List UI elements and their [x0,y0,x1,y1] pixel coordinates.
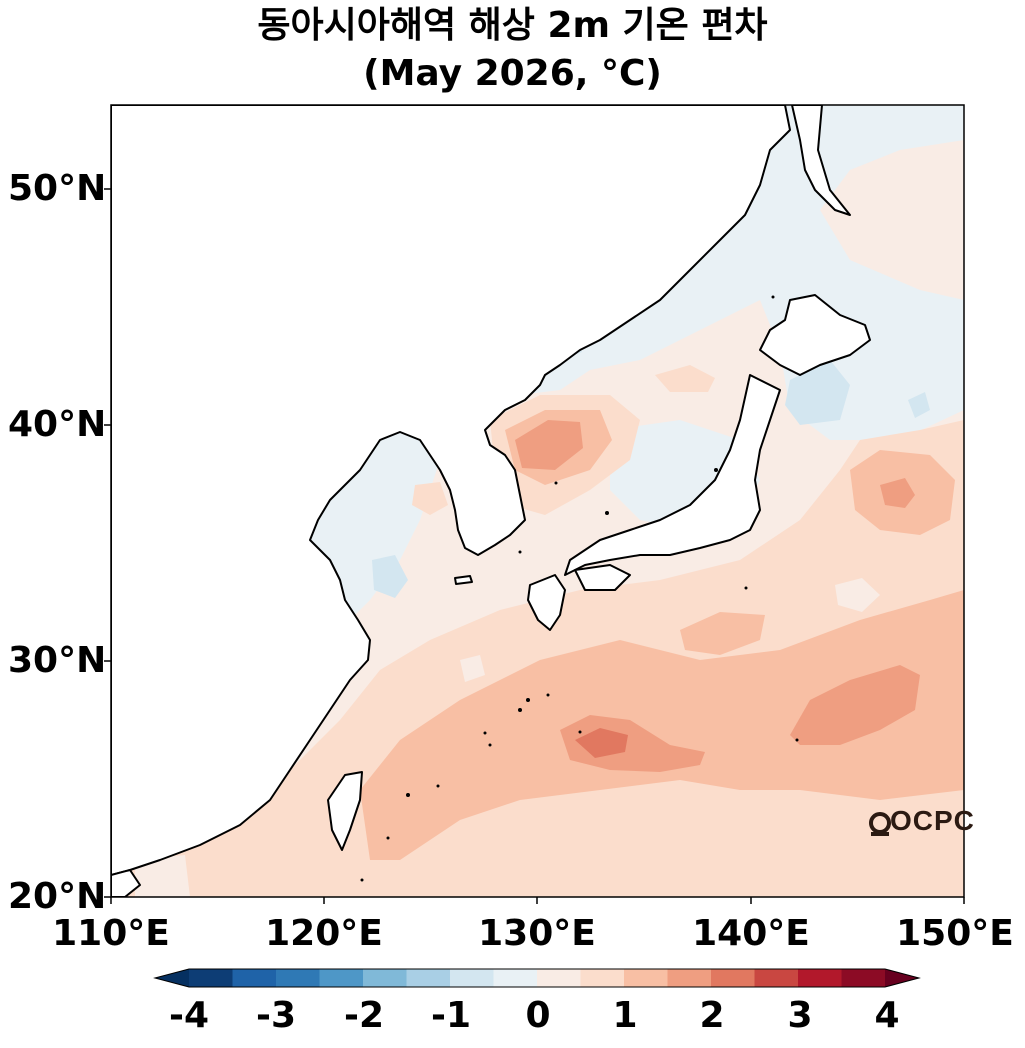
land [111,105,871,897]
colorbar-segment [537,969,581,987]
map-title: 동아시아해역 해상 2m 기온 편차 [257,5,768,46]
colorbar-segment [232,969,277,987]
field-warm-korea-3 [515,420,583,470]
colorbar-extend-low [155,969,189,987]
colorbar-segment [580,969,625,987]
field-cool-spot-3 [372,555,408,598]
lon-label-140: 140°E [692,913,810,954]
colorbar-tick-label: 1 [612,995,638,1036]
colorbar-segment [450,969,494,987]
colorbar-segment [841,969,886,987]
colorbar-outline [153,968,921,988]
lat-label-40: 40°N [8,404,107,445]
land-hokkaido [759,294,871,376]
land-shikoku [574,564,631,591]
lat-label-50: 50°N [8,168,107,209]
colorbar-segment [711,969,755,987]
colorbar [153,968,921,988]
colorbar-segment [276,969,320,987]
land-jeju [454,575,473,585]
lon-label-110: 110°E [52,913,170,954]
colorbar-segment [754,969,799,987]
colorbar-tick-label: -4 [169,995,209,1036]
lat-label-20: 20°N [8,876,107,917]
colorbar-segment [798,969,842,987]
colorbar-segment [667,969,712,987]
land-taiwan [327,771,363,851]
field-cool-north [280,105,964,630]
lon-label-120: 120°E [265,913,383,954]
colorbar-extend-high [885,969,919,987]
colorbar-tick-label: 2 [699,995,725,1036]
field-warm-spot-yellow-sea [412,482,448,515]
land-south-coast [111,869,141,897]
lat-label-30: 30°N [8,640,107,681]
colorbar-segment [624,969,668,987]
land-honshu [564,374,781,576]
colorbar-segment [493,969,538,987]
small-islands [360,295,799,882]
axis-ticks [104,188,965,904]
colorbar-segment [406,969,451,987]
field-cool-spot-5 [908,392,930,418]
colorbar-tick-label: 3 [787,995,813,1036]
field-cool-spot-9 [460,655,485,682]
field-cool-spot-4 [785,360,850,425]
map-subtitle: (May 2026, °C) [363,53,662,94]
colorbar-tick-label: 4 [874,995,900,1036]
field-hotter-1 [575,728,628,758]
field-hot-2 [790,665,920,745]
colorbar-tick-label: 0 [525,995,551,1036]
field-cool-spot-10 [135,855,190,897]
field-warm-band-2 [360,590,964,860]
ocpc-watermark: OCPC [890,805,975,836]
field-warm-band-4 [680,612,765,655]
land-asia-mainland [111,105,791,876]
colorbar-tick-label: -3 [256,995,296,1036]
field-cool-spot-8 [835,578,880,612]
lon-label-150: 150°E [896,913,1014,954]
ocpc-logo [869,812,891,836]
field-warm-spot-east-sea [655,365,715,392]
colorbar-segment [189,969,233,987]
lon-label-130: 130°E [478,913,596,954]
colorbar-segment [319,969,364,987]
land-kyushu [527,574,566,631]
colorbar-tick-label: -1 [431,995,471,1036]
colorbar-tick-label: -2 [344,995,384,1036]
land-sakhalin [791,105,851,216]
colorbar-segment [363,969,407,987]
field-hot-3 [880,478,915,508]
